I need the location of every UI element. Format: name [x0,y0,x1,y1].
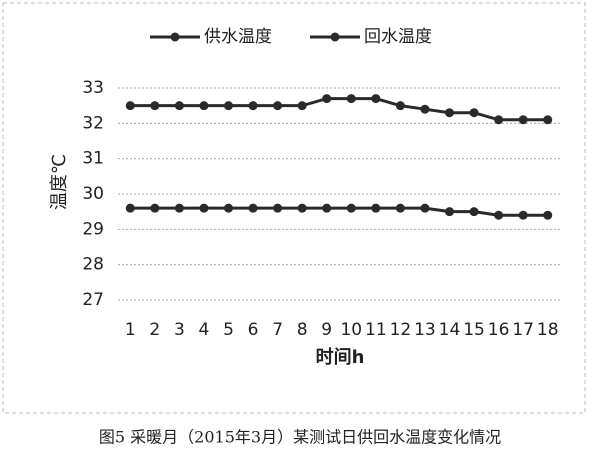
data-point [297,203,307,213]
data-point [125,203,135,213]
series-line [130,206,548,217]
x-tick-label: 7 [272,320,283,340]
data-point [273,101,283,111]
data-point [445,108,454,118]
x-tick-label: 1 [125,320,136,340]
y-tick-label: 29 [82,219,104,239]
x-axis-label: 时间h [316,347,365,368]
x-tick-label: 15 [463,320,485,340]
chart-frame [2,2,586,414]
x-tick-label: 4 [199,320,210,340]
data-point [518,210,528,220]
data-point [346,94,356,104]
data-point [371,203,381,213]
data-point [322,94,332,104]
x-tick-label: 10 [340,320,362,340]
data-point [494,210,504,220]
y-tick-label: 33 [82,78,104,98]
x-tick-label: 3 [174,320,185,340]
series-line [130,97,548,122]
x-tick-label: 16 [488,320,510,340]
legend-label: 回水温度 [364,27,432,47]
data-point [420,104,430,114]
data-point [150,203,160,213]
data-point [543,210,553,220]
data-point [395,101,405,111]
data-point [174,101,184,111]
data-point [248,203,258,213]
data-point [420,203,430,213]
y-tick-label: 27 [82,290,104,310]
y-tick-label: 30 [82,184,104,204]
x-tick-label: 11 [365,320,387,340]
x-tick-label: 14 [439,320,461,340]
data-point [346,203,356,213]
x-tick-label: 17 [512,320,534,340]
data-point [199,101,209,111]
data-point [543,115,553,125]
x-tick-label: 5 [223,320,234,340]
data-point [199,203,209,213]
data-point [469,108,479,118]
data-point [395,203,405,213]
x-tick-label: 8 [297,320,308,340]
x-tick-label: 2 [149,320,160,340]
data-point [469,207,479,217]
data-point [445,207,454,217]
x-tick-label: 12 [390,320,412,340]
data-point [248,101,258,111]
data-point [150,101,160,111]
data-point [174,203,184,213]
data-point [224,203,233,213]
data-point [224,101,233,111]
x-tick-label: 9 [321,320,332,340]
caption: 图5 采暖月（2015年3月）某测试日供回水温度变化情况 [99,428,501,447]
legend-label: 供水温度 [204,27,272,47]
x-tick-label: 18 [537,320,559,340]
y-tick-label: 32 [82,113,104,133]
data-point [125,101,135,111]
x-tick-label: 6 [248,320,259,340]
x-tick-label: 13 [414,320,436,340]
legend-marker [330,32,340,42]
y-tick-label: 31 [82,149,104,169]
data-point [494,115,504,125]
legend-marker [170,32,180,42]
data-point [371,94,381,104]
data-point [322,203,332,213]
data-point [273,203,283,213]
y-axis-label: 温度℃ [49,154,70,210]
data-point [297,101,307,111]
y-tick-label: 28 [82,255,104,275]
data-point [518,115,528,125]
